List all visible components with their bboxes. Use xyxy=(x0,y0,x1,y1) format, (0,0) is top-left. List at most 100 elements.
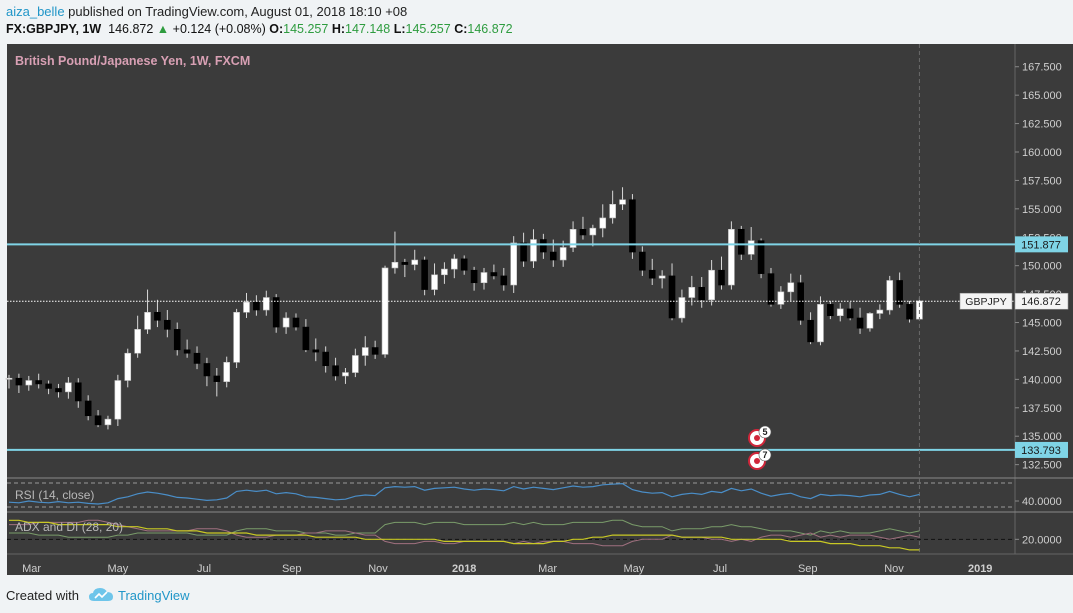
time-tick-label: Jul xyxy=(197,563,211,575)
rsi-tick-label: 40.0000 xyxy=(1022,496,1062,508)
candle-up xyxy=(361,347,369,356)
candle-down xyxy=(332,365,339,377)
candle-up xyxy=(619,199,626,205)
candle-down xyxy=(371,347,379,355)
horizontal-line-label: 133.793 xyxy=(1021,445,1061,457)
candle-up xyxy=(678,297,686,319)
price-change: +0.124 (+0.08%) xyxy=(172,22,266,36)
candle-up xyxy=(777,291,785,305)
symbol-line: FX:GBPJPY, 1W 146.872 ▲ +0.124 (+0.08%) … xyxy=(6,22,513,36)
candle-up xyxy=(243,301,250,313)
candle-down xyxy=(757,240,765,274)
published-text: published on TradingView.com, August 01,… xyxy=(64,4,408,19)
candle-up xyxy=(282,317,290,328)
candle-up xyxy=(559,247,567,261)
adx-pane: 20.0000 xyxy=(7,519,1062,551)
event-count-label: 7 xyxy=(762,450,767,460)
candle-up xyxy=(25,380,33,386)
price-tick-label: 165.000 xyxy=(1022,90,1062,102)
candle-down xyxy=(164,319,171,330)
candle-up xyxy=(381,267,389,355)
candle-down xyxy=(629,199,636,253)
candle-up xyxy=(441,268,448,276)
rsi-line xyxy=(8,482,920,505)
candle-up xyxy=(134,329,141,354)
candle-up xyxy=(114,380,122,420)
event-marker-dot xyxy=(754,435,760,441)
candle-down xyxy=(797,282,804,321)
event-marker-dot xyxy=(754,458,760,464)
candle-down xyxy=(35,380,42,385)
candle-up xyxy=(391,261,399,269)
price-scale: 167.500 165.000 162.500 160.000 157.500 155.0… xyxy=(1015,62,1062,472)
created-with-text: Created with xyxy=(6,588,79,603)
adx-label: ADX and DI (28, 20) xyxy=(15,520,123,534)
candle-up xyxy=(65,382,72,393)
candle-down xyxy=(698,286,706,301)
candle-down xyxy=(401,261,409,265)
price-tick-label: 137.500 xyxy=(1022,403,1062,415)
candle-down xyxy=(856,317,864,329)
candle-up xyxy=(609,203,616,219)
candle-down xyxy=(253,301,260,311)
publish-header: aiza_belle published on TradingView.com,… xyxy=(0,0,1073,42)
time-tick-label: Sep xyxy=(798,563,818,575)
candle-down xyxy=(302,326,310,351)
price-tick-label: 140.000 xyxy=(1022,374,1062,386)
chart-title: British Pound/Japanese Yen, 1W, FXCM xyxy=(15,54,250,68)
candle-up xyxy=(510,242,517,286)
rsi-label: RSI (14, close) xyxy=(15,488,94,502)
candle-down xyxy=(639,251,646,271)
candle-down xyxy=(827,304,834,317)
author-link[interactable]: aiza_belle xyxy=(6,4,65,19)
candles xyxy=(5,187,923,430)
candle-up xyxy=(836,308,844,317)
tradingview-cloud-icon[interactable] xyxy=(88,586,114,604)
candle-up xyxy=(451,258,458,270)
candle-down xyxy=(292,317,300,328)
time-scale: Mar May Jul Sep Nov 2018 Mar May Jul Sep Nov 2019 xyxy=(22,563,992,575)
event-markers[interactable]: 57 xyxy=(748,425,772,470)
candle-down xyxy=(84,400,92,417)
candle-up xyxy=(599,217,607,229)
price-chart[interactable]: 167.500 165.000 162.500 160.000 157.500 155.0… xyxy=(0,42,1073,580)
candle-up xyxy=(589,227,597,236)
candle-up xyxy=(5,377,13,380)
candle-up xyxy=(817,304,824,343)
symbol-tag xyxy=(959,292,1013,310)
last-price: 146.872 xyxy=(108,22,154,36)
plus-di-line xyxy=(9,519,920,538)
candle-down xyxy=(668,275,676,319)
tradingview-brand[interactable]: TradingView xyxy=(118,588,190,603)
candle-down xyxy=(460,258,468,271)
horizontal-lines[interactable]: 151.877 133.793 xyxy=(7,236,1068,458)
candle-down xyxy=(272,297,280,328)
low-label: L: xyxy=(393,22,406,36)
candle-down xyxy=(55,388,62,393)
price-tick-label: 155.000 xyxy=(1022,204,1062,216)
price-tick-label: 142.500 xyxy=(1022,346,1062,358)
candle-down xyxy=(183,349,191,354)
high-value: 147.148 xyxy=(345,22,391,36)
candle-down xyxy=(648,269,656,279)
candle-up xyxy=(480,272,488,284)
candle-down xyxy=(490,272,498,277)
candle-up xyxy=(688,286,696,298)
footer: Created with TradingView xyxy=(0,580,1073,613)
adx-tick-label: 20.0000 xyxy=(1022,534,1062,546)
candle-up xyxy=(342,372,349,377)
candle-down xyxy=(737,229,745,255)
symbol-tag-label: GBPJPY xyxy=(965,296,1006,308)
candle-up xyxy=(431,274,438,290)
candle-down xyxy=(421,259,428,290)
close-value: 146.872 xyxy=(467,22,513,36)
candle-up xyxy=(530,239,537,262)
candle-down xyxy=(500,275,508,286)
candle-down xyxy=(312,349,320,353)
candle-up xyxy=(569,229,577,248)
candle-up xyxy=(787,282,795,293)
candle-down xyxy=(154,311,161,321)
candle-down xyxy=(906,304,913,320)
high-label: H: xyxy=(331,22,346,36)
candle-down xyxy=(203,363,211,377)
